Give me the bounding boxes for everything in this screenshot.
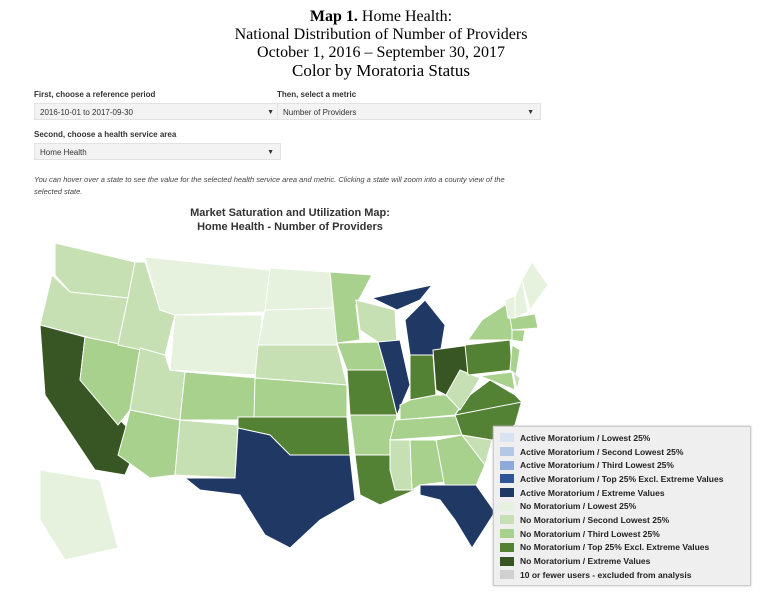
area-value: Home Health [40, 148, 87, 157]
state-GA[interactable] [435, 434, 486, 489]
state-MD[interactable] [479, 371, 516, 391]
legend-swatch [500, 570, 514, 580]
legend-item: Active Moratorium / Second Lowest 25% [500, 445, 744, 459]
state-TX[interactable] [183, 427, 356, 549]
legend-label: No Moratorium / Third Lowest 25% [520, 528, 660, 539]
state-PA[interactable] [464, 339, 513, 376]
page-header: Map 1. Home Health: National Distributio… [0, 8, 762, 80]
state-IL[interactable] [377, 339, 411, 417]
state-CT[interactable] [511, 329, 526, 343]
period-select[interactable]: 2016-10-01 to 2017-09-30 ▼ [34, 103, 281, 120]
chevron-down-icon: ▼ [267, 149, 274, 156]
legend-swatch [500, 433, 514, 443]
legend-label: Active Moratorium / Second Lowest 25% [520, 446, 684, 457]
legend-swatch [500, 447, 514, 457]
legend-swatch [500, 474, 514, 484]
legend-item: No Moratorium / Top 25% Excl. Extreme Va… [500, 541, 744, 555]
metric-value: Number of Providers [283, 108, 357, 117]
legend-item: No Moratorium / Third Lowest 25% [500, 527, 744, 541]
legend-item: Active Moratorium / Extreme Values [500, 486, 744, 500]
state-WV[interactable] [445, 369, 481, 411]
state-MT[interactable] [144, 256, 271, 316]
state-DE[interactable] [512, 370, 521, 391]
legend-item: No Moratorium / Second Lowest 25% [500, 513, 744, 527]
metric-select[interactable]: Number of Providers ▼ [277, 103, 541, 120]
legend-label: Active Moratorium / Extreme Values [520, 487, 665, 498]
legend-swatch [500, 542, 514, 552]
state-NJ[interactable] [509, 344, 521, 376]
map-label: Map 1. [309, 8, 358, 25]
legend-label: Active Moratorium / Lowest 25% [520, 432, 651, 443]
legend-label: Active Moratorium / Third Lowest 25% [520, 460, 674, 471]
legend-label: Active Moratorium / Top 25% Excl. Extrem… [520, 473, 724, 484]
state-MI[interactable] [370, 284, 434, 311]
legend-item: No Moratorium / Lowest 25% [500, 499, 744, 513]
legend-swatch [500, 529, 514, 539]
legend-label: No Moratorium / Top 25% Excl. Extreme Va… [520, 542, 710, 553]
state-AK[interactable] [39, 469, 119, 561]
state-SD[interactable] [257, 307, 338, 346]
period-label: First, choose a reference period [34, 90, 156, 99]
header-line1: Home Health: [361, 8, 453, 25]
legend-item: Active Moratorium / Top 25% Excl. Extrem… [500, 472, 744, 486]
legend-label: 10 or fewer users - excluded from analys… [520, 569, 692, 580]
state-MA[interactable] [509, 313, 539, 331]
legend-item: Active Moratorium / Lowest 25% [500, 431, 744, 445]
state-IA[interactable] [336, 341, 387, 371]
legend-label: No Moratorium / Extreme Values [520, 556, 651, 567]
legend: Active Moratorium / Lowest 25% Active Mor… [493, 426, 751, 586]
state-ID[interactable] [117, 261, 176, 356]
legend-label: No Moratorium / Lowest 25% [520, 501, 637, 512]
instructions-note: You can hover over a state to see the va… [34, 175, 505, 196]
legend-swatch [500, 515, 514, 525]
state-NM[interactable] [174, 419, 239, 479]
legend-label: No Moratorium / Second Lowest 25% [520, 514, 670, 525]
period-value: 2016-10-01 to 2017-09-30 [40, 108, 133, 117]
state-AL[interactable] [409, 439, 446, 491]
header-line4: Color by Moratoria Status [291, 61, 470, 80]
state-WY[interactable] [169, 314, 263, 376]
area-label: Second, choose a health service area [34, 130, 177, 139]
state-KS[interactable] [253, 377, 348, 418]
state-ME[interactable] [521, 261, 549, 312]
header-line2: National Distribution of Number of Provi… [234, 26, 528, 43]
legend-swatch [500, 556, 514, 566]
state-MN[interactable] [329, 271, 373, 344]
chevron-down-icon: ▼ [267, 109, 274, 116]
legend-swatch [500, 501, 514, 511]
legend-item: No Moratorium / Extreme Values [500, 554, 744, 568]
state-CO[interactable] [179, 371, 259, 421]
header-line3: October 1, 2016 – September 30, 2017 [257, 44, 505, 61]
map-title-line1: Market Saturation and Utilization Map: [190, 207, 390, 219]
state-NH[interactable] [514, 278, 529, 319]
legend-swatch [500, 460, 514, 470]
area-select[interactable]: Home Health ▼ [34, 143, 281, 160]
state-FL[interactable] [419, 484, 496, 549]
state-MS[interactable] [389, 439, 413, 491]
state-ND[interactable] [264, 267, 336, 311]
map-title-line2: Home Health - Number of Providers [197, 221, 383, 233]
map-title: Market Saturation and Utilization Map: Ho… [140, 206, 440, 234]
state-MI[interactable] [404, 299, 446, 356]
metric-label: Then, select a metric [277, 90, 357, 99]
legend-item: Active Moratorium / Third Lowest 25% [500, 458, 744, 472]
chevron-down-icon: ▼ [527, 109, 534, 116]
legend-swatch [500, 488, 514, 498]
state-IN[interactable] [409, 354, 437, 401]
legend-item: 10 or fewer users - excluded from analys… [500, 568, 744, 582]
